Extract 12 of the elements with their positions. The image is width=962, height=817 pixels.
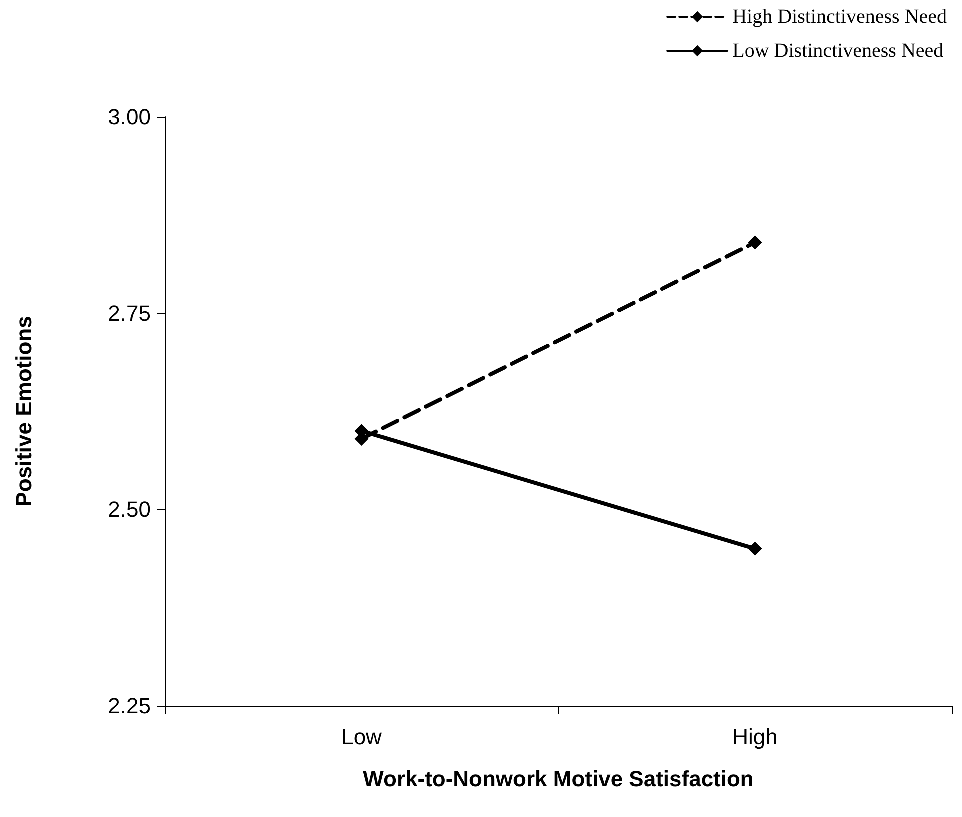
legend-label: High Distinctiveness Need <box>732 6 947 28</box>
x-axis-title: Work-to-Nonwork Motive Satisfaction <box>363 766 754 792</box>
point <box>748 542 762 556</box>
x-tick-label: High <box>732 724 778 750</box>
point <box>748 236 762 250</box>
y-tick-label: 3.00 <box>108 104 151 130</box>
y-tick-label: 2.50 <box>108 497 151 522</box>
x-tick-label: Low <box>342 724 382 750</box>
y-tick-label: 2.25 <box>108 694 151 718</box>
legend-label: Low Distinctiveness Need <box>732 40 944 62</box>
y-tick-label: 2.75 <box>108 300 151 326</box>
y-axis-title: Positive Emotions <box>12 316 36 507</box>
